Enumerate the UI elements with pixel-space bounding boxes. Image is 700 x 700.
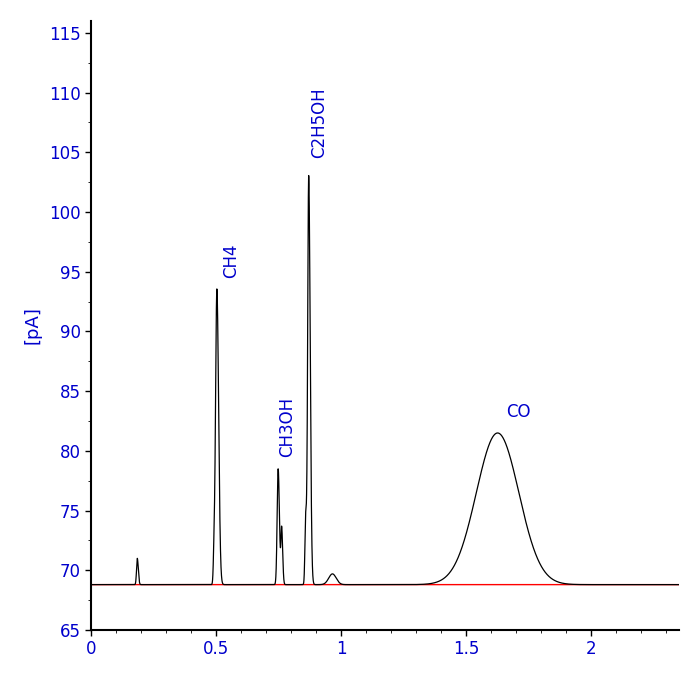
Y-axis label: [pA]: [pA]: [24, 307, 42, 344]
Text: CO: CO: [506, 403, 531, 421]
Text: CH4: CH4: [223, 243, 240, 278]
Text: C2H5OH: C2H5OH: [310, 88, 328, 158]
Text: CH3OH: CH3OH: [278, 397, 296, 457]
